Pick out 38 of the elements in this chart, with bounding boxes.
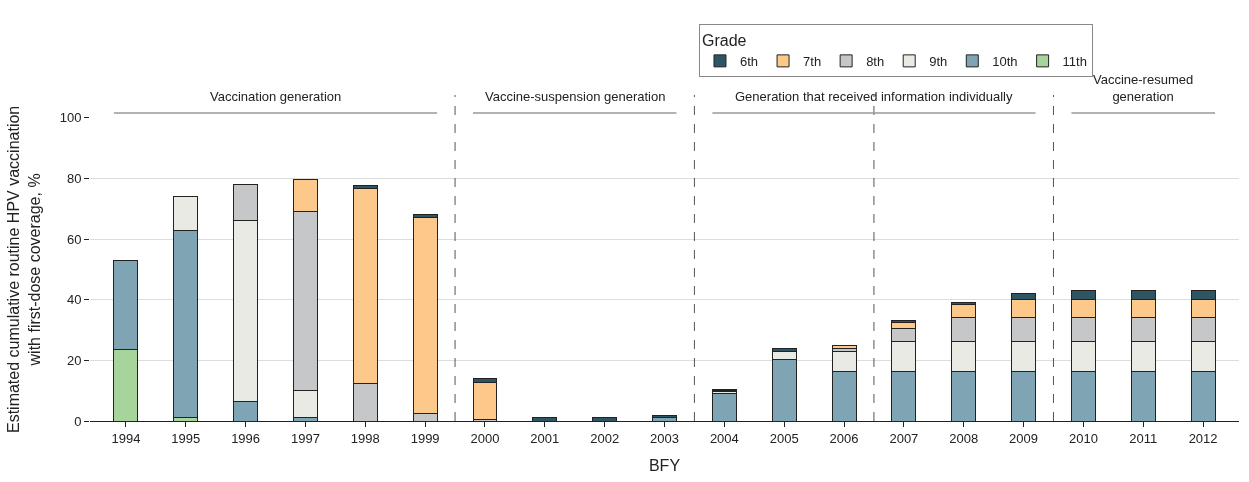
- x-tick-label: 2002: [590, 430, 620, 446]
- x-tick-label: 2000: [470, 430, 500, 446]
- legend-label: 10th: [992, 53, 1018, 69]
- x-tick-label: 2006: [829, 430, 859, 446]
- x-tick-label: 2003: [650, 430, 679, 446]
- legend-label: 11th: [1062, 53, 1087, 69]
- x-tick-label: 2010: [1068, 430, 1098, 446]
- text: Vaccine-suspension generation: [485, 89, 666, 104]
- text: Vaccine-resumed generation: [1093, 72, 1194, 104]
- x-tick-label: 2012: [1188, 430, 1218, 446]
- x-tick-label: 2004: [709, 430, 739, 446]
- x-tick-label: 2011: [1129, 430, 1158, 446]
- y-tick-label: 40: [66, 292, 82, 308]
- y-axis-title: Estimated cumulative routine HPV vaccination with first-dose coverage, %: [4, 105, 43, 434]
- x-tick-label: 2005: [769, 430, 799, 446]
- legend-label: 7th: [803, 53, 822, 69]
- text: Vaccination generation: [210, 89, 342, 104]
- legend-title: Grade: [701, 31, 747, 49]
- y-tick-label: 100: [59, 110, 82, 126]
- x-tick-label: 1994: [111, 430, 141, 446]
- x-tick-label: 2009: [1009, 430, 1039, 446]
- legend-label: 9th: [929, 53, 948, 69]
- x-tick-label: 1995: [171, 430, 201, 446]
- x-tick-label: 1999: [410, 430, 440, 446]
- y-tick-label: 60: [66, 231, 82, 247]
- y-tick-label: 0: [74, 413, 82, 429]
- x-tick-label: 2007: [889, 430, 919, 446]
- legend-label: 8th: [866, 53, 885, 69]
- x-tick-label: 1997: [290, 430, 320, 446]
- x-tick-label: 1998: [350, 430, 380, 446]
- legend-label: 6th: [739, 53, 759, 69]
- y-tick-label: 80: [66, 171, 82, 187]
- x-tick-label: 2008: [949, 430, 979, 446]
- text: Generation that received information individually: [735, 89, 1013, 104]
- x-axis-title: BFY: [648, 457, 681, 475]
- y-tick-label: 20: [66, 352, 82, 368]
- x-tick-label: 1996: [231, 430, 261, 446]
- x-tick-label: 2001: [530, 430, 560, 446]
